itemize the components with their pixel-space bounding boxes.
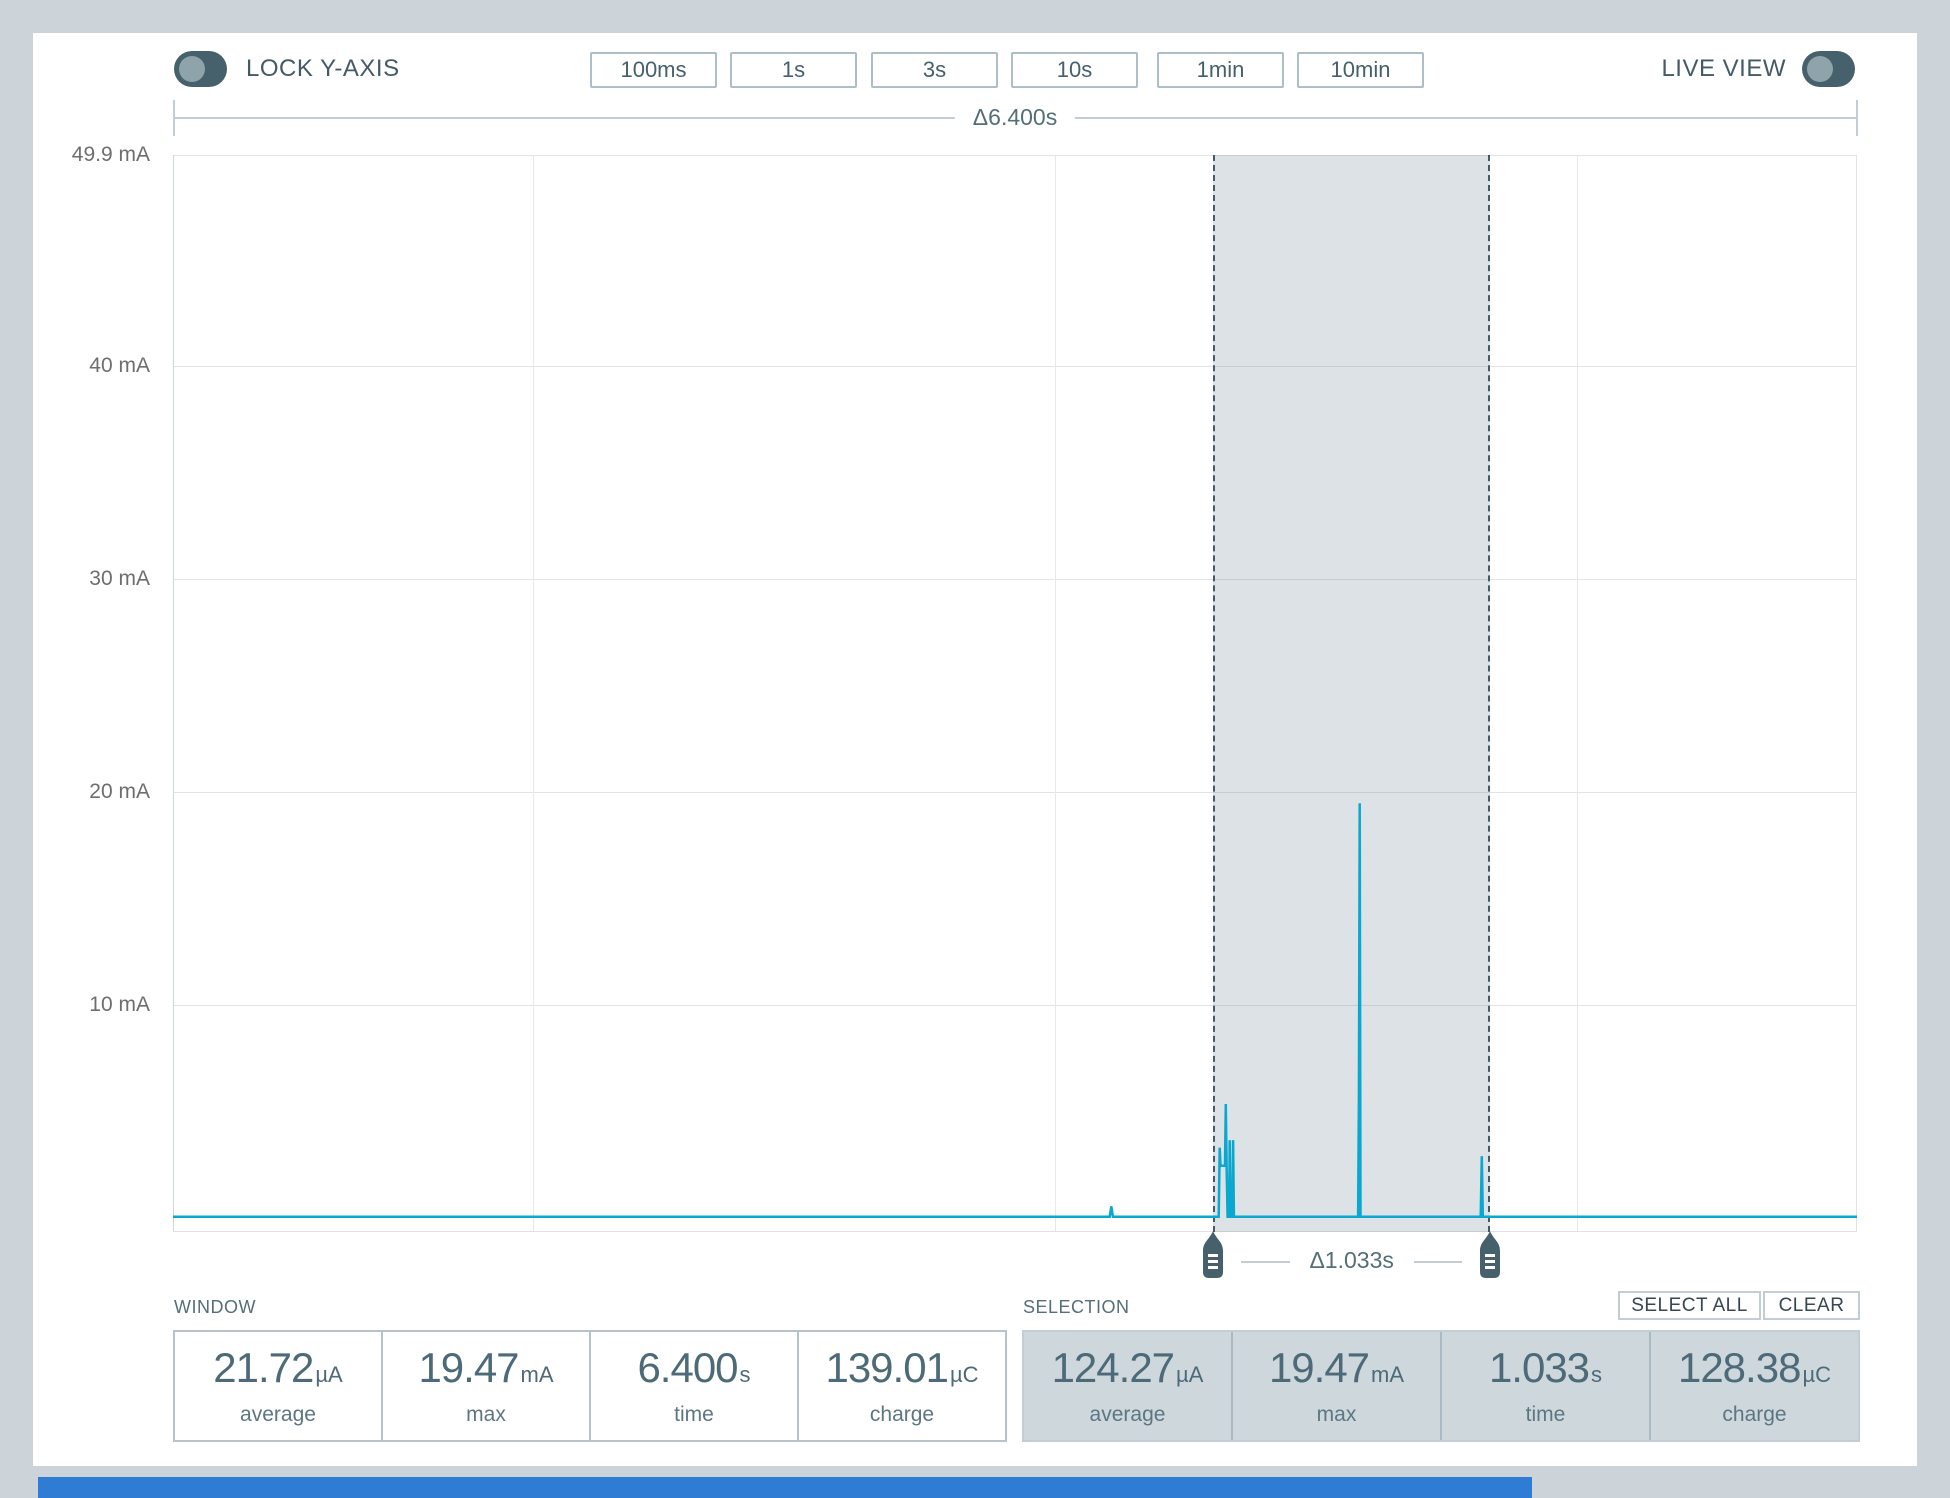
select-all-button[interactable]: SELECT ALL (1618, 1291, 1761, 1320)
y-tick-49-9ma: 49.9 mA (71, 143, 150, 166)
zoom-button-10min[interactable]: 10min (1297, 52, 1424, 88)
selection-stat-max: 19.47mA max (1231, 1332, 1440, 1440)
stat-unit: s (739, 1361, 751, 1387)
y-tick-40ma: 40 mA (89, 354, 150, 377)
chart-scrollbar[interactable] (38, 1477, 1532, 1498)
bracket-left-tick (173, 100, 175, 136)
y-tick-30ma: 30 mA (89, 567, 150, 590)
stat-unit: µC (1802, 1361, 1832, 1387)
stat-value: 19.47mA (418, 1343, 554, 1391)
stat-value: 6.400s (637, 1343, 751, 1391)
window-stats-box: 21.72µA average 19.47mA max 6.400s time … (173, 1330, 1007, 1442)
current-waveform (173, 803, 1857, 1218)
selection-handle-left[interactable] (1200, 1230, 1226, 1280)
stat-label: time (1525, 1402, 1566, 1426)
clear-button[interactable]: CLEAR (1763, 1291, 1860, 1320)
selection-stat-charge: 128.38µC charge (1649, 1332, 1858, 1440)
window-stat-charge: 139.01µC charge (797, 1332, 1005, 1440)
stat-value: 1.033s (1488, 1343, 1603, 1391)
horizontal-gridline (173, 1004, 1857, 1006)
window-delta-label: Δ6.400s (954, 104, 1076, 131)
zoom-button-1min[interactable]: 1min (1157, 52, 1284, 88)
stat-label: time (674, 1402, 714, 1426)
lock-y-axis-toggle[interactable] (174, 51, 227, 87)
stat-value: 21.72µA (213, 1343, 343, 1391)
stat-label: charge (869, 1402, 935, 1426)
selection-stat-average: 124.27µA average (1024, 1332, 1231, 1440)
stat-value: 128.38µC (1677, 1343, 1832, 1391)
selection-stats-box: 124.27µA average 19.47mA max 1.033s time… (1022, 1330, 1860, 1442)
toggle-knob-icon (179, 56, 205, 82)
selection-region[interactable] (1213, 155, 1491, 1232)
live-view-toggle[interactable] (1802, 51, 1855, 87)
selection-delta-connector-right (1413, 1261, 1463, 1263)
stat-unit: µA (315, 1361, 343, 1387)
zoom-button-10s[interactable]: 10s (1011, 52, 1138, 88)
zoom-button-3s[interactable]: 3s (871, 52, 998, 88)
lock-y-axis-label: LOCK Y-AXIS (246, 55, 400, 82)
stat-value: 124.27µA (1051, 1343, 1204, 1391)
selection-section-label: SELECTION (1023, 1297, 1130, 1317)
stat-label: max (1316, 1402, 1357, 1426)
chart-plot-area[interactable] (173, 155, 1857, 1232)
window-stat-max: 19.47mA max (381, 1332, 589, 1440)
stat-unit: µC (949, 1361, 979, 1387)
selection-delta-label: Δ1.033s (1309, 1247, 1394, 1273)
window-section-label: WINDOW (174, 1297, 256, 1317)
stat-value: 139.01µC (825, 1343, 979, 1391)
selection-stat-time: 1.033s time (1440, 1332, 1649, 1440)
stat-label: average (240, 1402, 316, 1426)
zoom-button-100ms[interactable]: 100ms (590, 52, 717, 88)
chart-card (33, 33, 1917, 1466)
y-tick-10ma: 10 mA (89, 993, 150, 1016)
stat-unit: s (1591, 1361, 1603, 1387)
toggle-knob-icon (1807, 56, 1833, 82)
stat-label: max (466, 1402, 506, 1426)
vertical-gridline (1054, 155, 1056, 1232)
selection-handle-right[interactable] (1477, 1230, 1503, 1280)
stat-label: charge (1722, 1402, 1787, 1426)
zoom-button-1s[interactable]: 1s (730, 52, 857, 88)
horizontal-gridline (173, 365, 1857, 367)
y-tick-20ma: 20 mA (89, 780, 150, 803)
selection-delta-connector-left (1241, 1261, 1290, 1263)
bracket-right-tick (1856, 100, 1858, 136)
window-stat-time: 6.400s time (589, 1332, 797, 1440)
stat-unit: mA (520, 1361, 554, 1387)
stat-value: 19.47mA (1268, 1343, 1405, 1391)
horizontal-gridline (173, 155, 1857, 156)
vertical-gridline (1577, 155, 1579, 1232)
stat-label: average (1089, 1402, 1166, 1426)
vertical-gridline (532, 155, 534, 1232)
horizontal-gridline (173, 578, 1857, 580)
horizontal-gridline (173, 791, 1857, 793)
current-trace (173, 803, 1857, 1218)
stat-unit: mA (1371, 1361, 1405, 1387)
window-stat-average: 21.72µA average (175, 1332, 381, 1440)
live-view-label: LIVE VIEW (1661, 55, 1786, 82)
stat-unit: µA (1176, 1361, 1204, 1387)
